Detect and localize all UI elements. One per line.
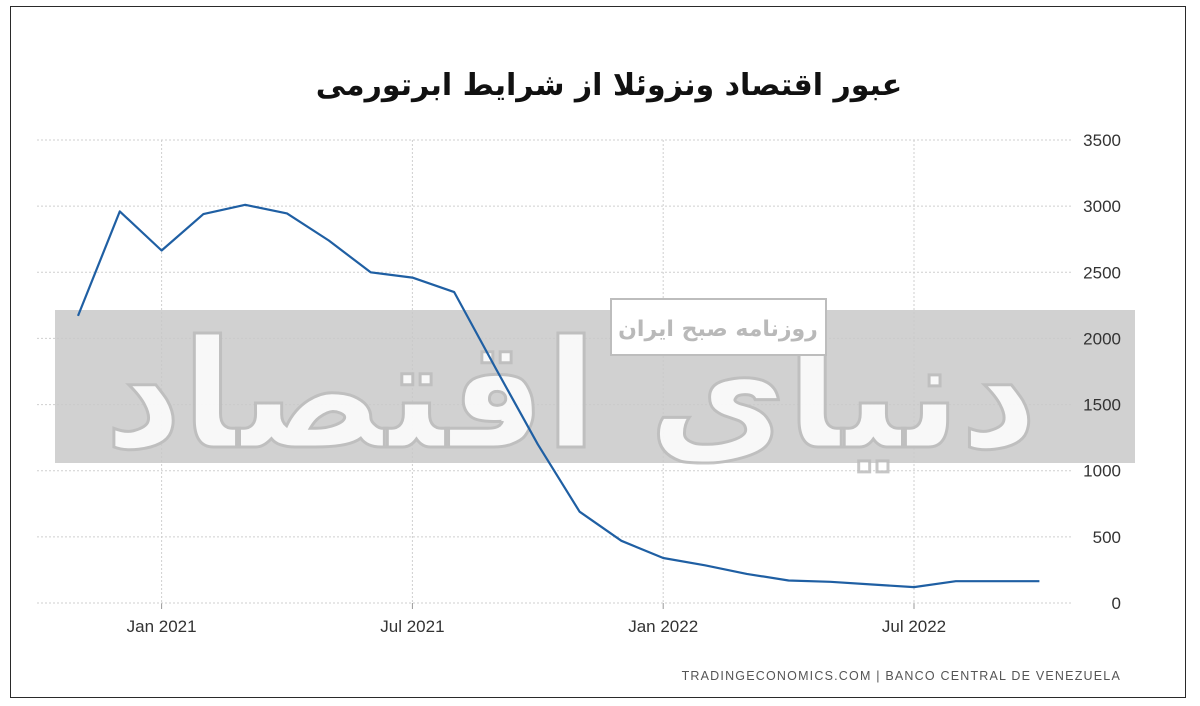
x-tick-label: Jan 2022 [628,617,698,636]
x-tick-label: Jan 2021 [127,617,197,636]
y-tick-label: 3500 [1083,131,1121,150]
series-line [76,203,1040,589]
line-chart: دنیای اقتصاد روزنامه صبح ایران 0 500 1000 1… [37,68,1135,683]
chart-frame: دنیای اقتصاد روزنامه صبح ایران 0 500 1000 1… [10,6,1186,698]
y-tick-label: 2000 [1083,329,1121,348]
watermark-logo: دنیای اقتصاد [105,309,1038,483]
axis-layer: 0 500 1000 1500 2000 2500 3000 3500 Jan 2021 Jul … [37,131,1121,636]
watermark-banner: روزنامه صبح ایران [610,298,827,356]
y-tick-label: 500 [1093,528,1121,547]
series-layer [76,203,1040,589]
watermark: دنیای اقتصاد روزنامه صبح ایران [55,298,1135,485]
chart-source: TRADINGECONOMICS.COM | BANCO CENTRAL DE … [682,669,1121,683]
y-tick-label: 1000 [1083,462,1121,481]
watermark-band [55,310,1135,463]
chart-title: عبور اقتصاد ونزوئلا از شرایط ابرتورمی [316,68,903,103]
y-tick-label: 1500 [1083,396,1121,415]
watermark-banner-text: روزنامه صبح ایران [618,317,818,342]
y-tick-label: 2500 [1083,263,1121,282]
y-tick-label: 3000 [1083,197,1121,216]
y-tick-label: 0 [1112,594,1121,613]
x-tick-label: Jul 2021 [380,617,444,636]
x-tick-label: Jul 2022 [882,617,946,636]
